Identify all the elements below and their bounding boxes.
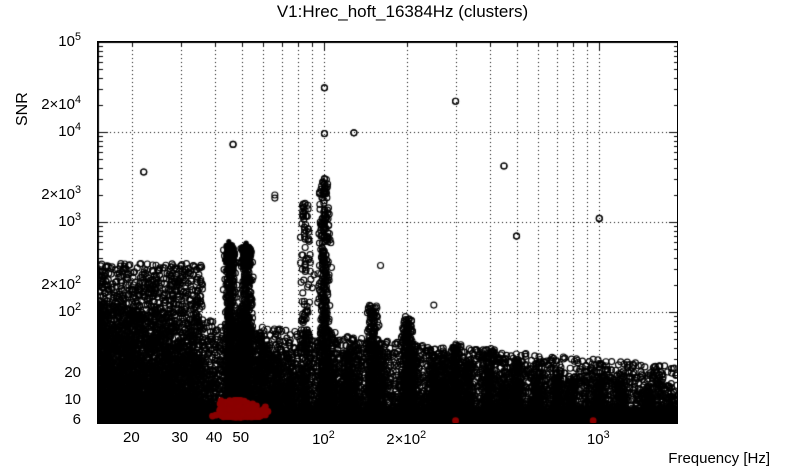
x-axis-title: Frequency [Hz]	[668, 450, 770, 467]
y-tick-label: 2×103	[41, 184, 81, 204]
x-tick-label: 2×102	[386, 429, 427, 448]
y-tick-label: 103	[58, 211, 81, 231]
y-tick-label: 20	[64, 364, 81, 382]
x-tick-label: 30	[171, 429, 189, 446]
chart-title: V1:Hrec_hoft_16384Hz (clusters)	[276, 2, 529, 21]
y-tick-label: 10	[64, 391, 81, 409]
x-tick-label: 50	[232, 429, 250, 446]
y-tick-label: 105	[58, 31, 81, 50]
x-tick-label: 102	[312, 429, 335, 448]
y-tick-label: 104	[58, 121, 81, 141]
plot-frame	[97, 41, 678, 424]
x-tick-label: 40	[205, 429, 223, 446]
y-tick-label: 102	[58, 301, 81, 321]
x-tick-label: 20	[122, 429, 140, 446]
scatter-canvas	[98, 42, 677, 423]
y-tick-label: 2×102	[41, 274, 81, 294]
y-tick-label: 6	[72, 411, 81, 429]
y-axis-tick-labels: 105 2×104 104 2×103 103 2×102 102 20 10 6	[0, 0, 92, 472]
y-tick-label: 2×104	[41, 93, 81, 113]
x-tick-label: 103	[586, 429, 610, 448]
